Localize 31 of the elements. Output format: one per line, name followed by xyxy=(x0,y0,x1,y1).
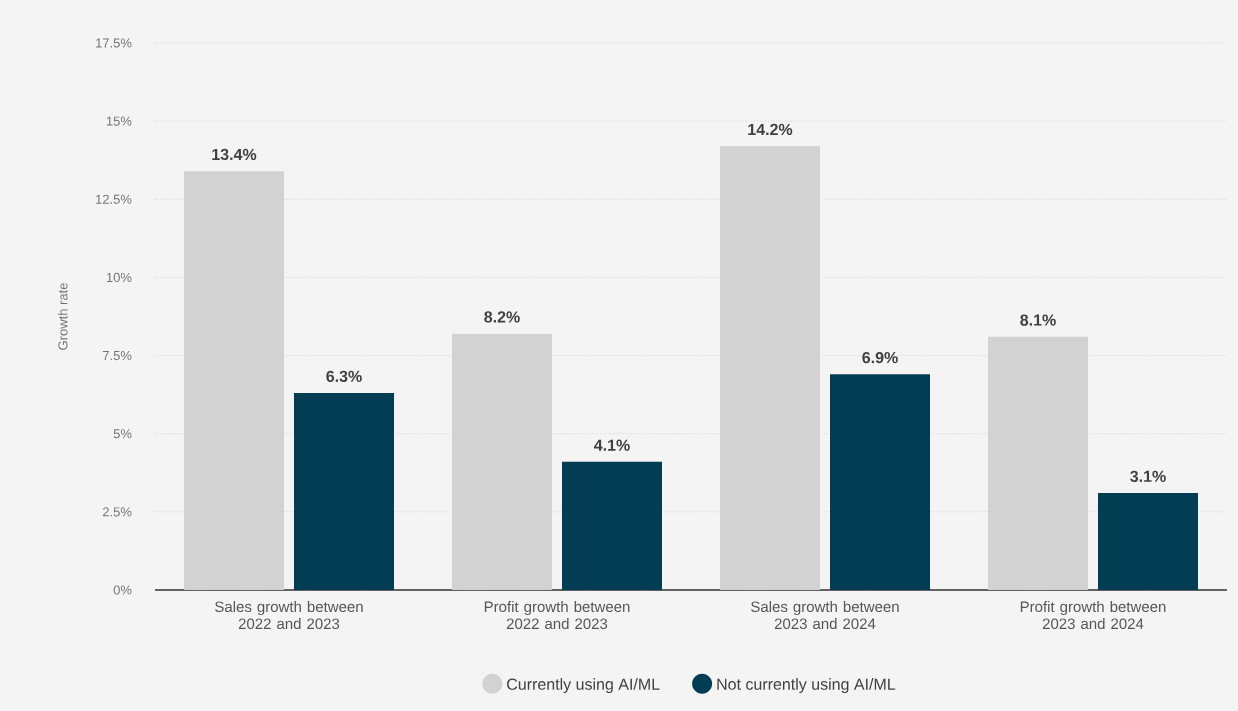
y-tick-label: 0% xyxy=(113,585,132,595)
y-tick-label: 5% xyxy=(113,429,132,439)
bar xyxy=(830,374,930,590)
data-label: 8.1% xyxy=(1020,314,1056,326)
y-tick-label: 15% xyxy=(106,116,132,126)
x-tick-label: Profit growth between 2022 and 2023 xyxy=(484,601,630,630)
data-label: 4.1% xyxy=(594,439,630,451)
bar xyxy=(988,336,1088,590)
y-tick-label: 7.5% xyxy=(102,351,132,361)
data-label: 8.2% xyxy=(484,311,520,323)
data-label: 13.4% xyxy=(212,148,257,161)
data-label: 3.1% xyxy=(1130,470,1166,483)
data-label: 6.3% xyxy=(326,370,362,383)
bar xyxy=(452,333,553,590)
data-label: 14.2% xyxy=(748,123,793,136)
y-tick-label: 17.5% xyxy=(96,38,132,48)
legend-label: Not currently using AI/ML xyxy=(717,678,896,694)
bar xyxy=(294,393,394,590)
x-tick-label: Profit growth between 2023 and 2024 xyxy=(1020,601,1166,630)
bar xyxy=(562,461,662,590)
x-tick-label: Sales growth between 2023 and 2024 xyxy=(751,601,899,630)
bar xyxy=(184,171,284,590)
bar xyxy=(720,146,820,590)
x-tick-label: Sales growth between 2022 and 2023 xyxy=(215,601,363,630)
legend-label: Currently using AI/ML xyxy=(507,678,660,694)
y-tick-label: 2.5% xyxy=(102,507,132,517)
y-tick-label: 10% xyxy=(106,272,132,283)
y-tick-label: 12.5% xyxy=(96,194,132,204)
y-axis-title: Growth rate xyxy=(58,283,68,350)
bar xyxy=(1098,493,1198,590)
data-label: 6.9% xyxy=(862,351,898,364)
